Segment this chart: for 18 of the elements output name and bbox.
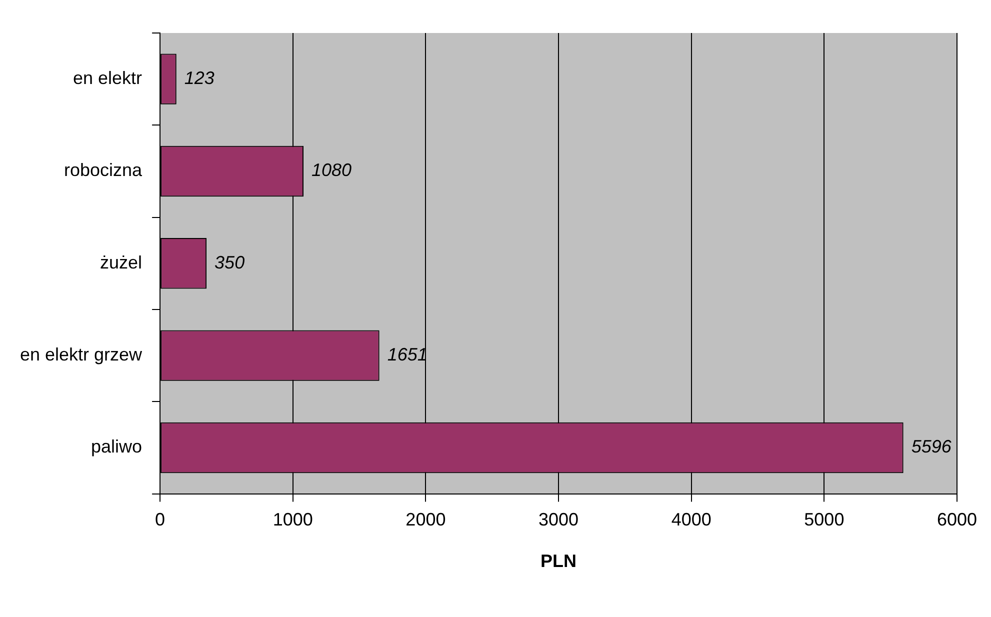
y-tick-label: paliwo — [91, 436, 142, 457]
x-axis-title: PLN — [540, 551, 577, 572]
x-tick-label: 0 — [155, 510, 166, 530]
y-tick-label: żużel — [100, 252, 142, 272]
data-label: 350 — [214, 252, 245, 272]
y-tick-label: en elektr grzew — [20, 344, 144, 365]
data-label: 5596 — [911, 436, 952, 457]
y-tick-label: en elektr — [73, 68, 142, 88]
data-label: 1080 — [312, 160, 352, 180]
data-label: 1651 — [387, 344, 428, 365]
x-tick-label: 4000 — [671, 510, 712, 530]
x-tick-label: 1000 — [272, 510, 313, 530]
x-tick-label: 5000 — [804, 510, 844, 530]
x-tick-label: 2000 — [406, 510, 446, 530]
x-tick-label: 3000 — [538, 510, 579, 530]
y-tick-label: robocizna — [64, 160, 144, 180]
data-label: 123 — [184, 68, 214, 88]
x-tick-label: 6000 — [936, 510, 978, 530]
